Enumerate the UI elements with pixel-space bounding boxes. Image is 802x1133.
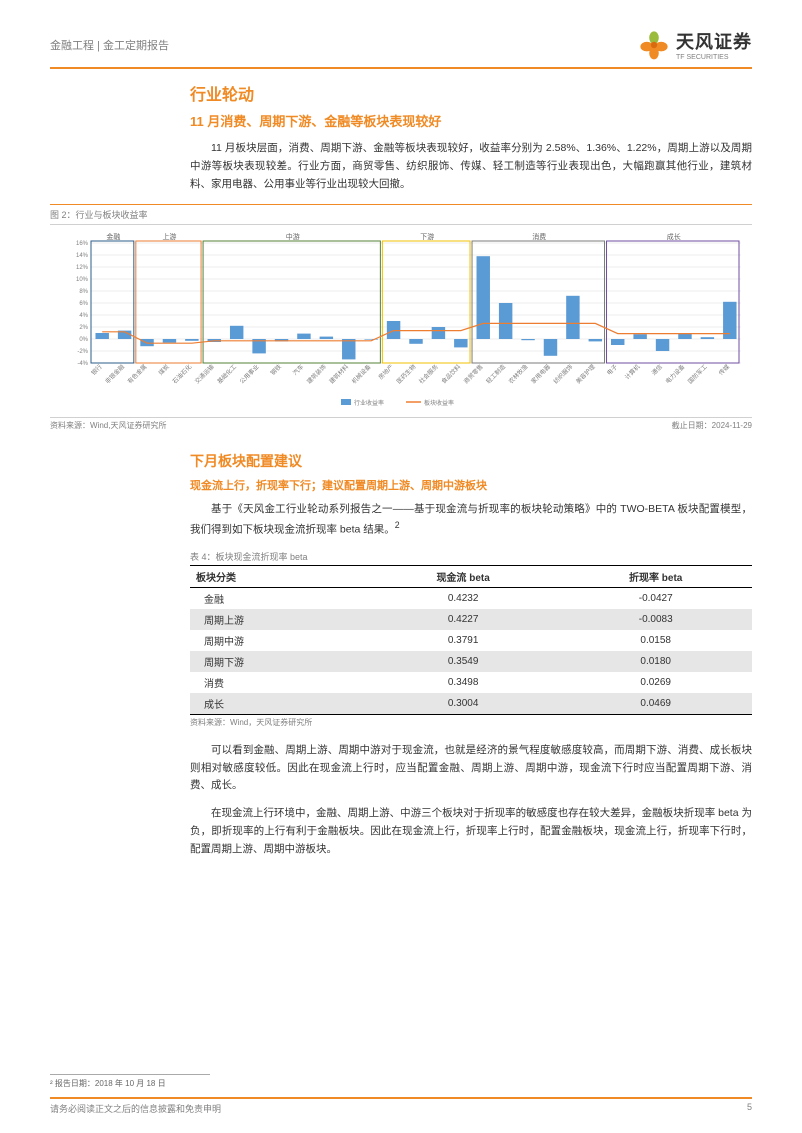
svg-text:机械设备: 机械设备 (350, 362, 373, 385)
table-row: 周期下游0.35490.0180 (190, 651, 752, 672)
svg-text:0%: 0% (79, 337, 88, 343)
footer-pagenum: 5 (747, 1102, 752, 1115)
svg-text:成长: 成长 (667, 232, 681, 241)
table-row: 金融0.4232-0.0427 (190, 587, 752, 609)
svg-text:建筑装饰: 建筑装饰 (305, 362, 328, 385)
svg-text:医药生物: 医药生物 (395, 362, 418, 385)
table4: 板块分类现金流 beta折现率 beta金融0.4232-0.0427周期上游0… (190, 565, 752, 715)
svg-text:银行: 银行 (89, 362, 103, 376)
brand-en: TF SECURITIES (676, 54, 752, 61)
svg-text:板块收益率: 板块收益率 (424, 399, 454, 407)
svg-text:16%: 16% (76, 241, 89, 247)
svg-text:行业收益率: 行业收益率 (354, 399, 384, 407)
svg-text:社会服务: 社会服务 (417, 362, 440, 385)
table-row: 消费0.34980.0269 (190, 672, 752, 693)
table-header: 现金流 beta (367, 565, 560, 587)
table-row: 周期上游0.4227-0.0083 (190, 609, 752, 630)
svg-text:钢铁: 钢铁 (269, 362, 283, 376)
body-section2-2: 可以看到金融、周期上游、周期中游对于现金流，也就是经济的景气程度敏感度较高，而周… (190, 742, 752, 796)
subtitle-november: 11 月消费、周期下游、金融等板块表现较好 (190, 111, 752, 130)
footnote: ² 报告日期：2018 年 10 月 18 日 (50, 1074, 210, 1089)
svg-text:通信: 通信 (650, 362, 664, 376)
page-header: 金融工程 | 金工定期报告 天风证券 TF SECURITIES (50, 28, 752, 69)
section-title-rotation: 行业轮动 (190, 81, 752, 105)
svg-text:建筑材料: 建筑材料 (328, 362, 351, 385)
table-row: 成长0.30040.0469 (190, 693, 752, 715)
footer-disclaimer: 请务必阅读正文之后的信息披露和免责申明 (50, 1102, 221, 1115)
svg-text:美容护理: 美容护理 (574, 362, 597, 385)
svg-text:轻工制造: 轻工制造 (484, 362, 507, 385)
table-header: 板块分类 (190, 565, 367, 587)
figure2-label: 图 2：行业与板块收益率 (50, 204, 752, 225)
svg-text:-2%: -2% (77, 349, 88, 355)
svg-text:商贸零售: 商贸零售 (462, 362, 485, 385)
svg-text:10%: 10% (76, 277, 89, 283)
svg-text:下游: 下游 (420, 232, 434, 241)
section-title-config: 下月板块配置建议 (190, 451, 752, 471)
table4-label: 表 4：板块现金流折现率 beta (190, 550, 752, 563)
page-footer: 请务必阅读正文之后的信息披露和免责申明 5 (50, 1097, 752, 1115)
body-section2-3: 在现金流上行环境中，金融、周期上游、中游三个板块对于折现率的敏感度也存在较大差异… (190, 805, 752, 859)
brand-cn: 天风证券 (676, 32, 752, 52)
svg-text:石油石化: 石油石化 (171, 362, 194, 385)
svg-text:电子: 电子 (605, 362, 619, 376)
svg-text:食品饮料: 食品饮料 (440, 362, 463, 385)
svg-text:4%: 4% (79, 313, 88, 319)
svg-text:金融: 金融 (106, 232, 120, 241)
svg-text:消费: 消费 (532, 232, 546, 241)
header-breadcrumb: 金融工程 | 金工定期报告 (50, 37, 169, 53)
svg-text:家用电器: 家用电器 (529, 362, 552, 385)
svg-text:煤炭: 煤炭 (157, 362, 171, 376)
svg-text:电力设备: 电力设备 (664, 362, 687, 385)
svg-text:-4%: -4% (77, 361, 88, 367)
svg-text:8%: 8% (79, 289, 88, 295)
svg-text:计算机: 计算机 (623, 362, 641, 380)
table-row: 周期中游0.37910.0158 (190, 630, 752, 651)
svg-text:交通运输: 交通运输 (193, 362, 216, 385)
svg-text:12%: 12% (76, 265, 89, 271)
svg-text:上游: 上游 (162, 232, 176, 241)
svg-text:农林牧渔: 农林牧渔 (507, 362, 530, 385)
table4-source: 资料来源：Wind，天风证券研究所 (190, 717, 752, 728)
svg-text:国防军工: 国防军工 (686, 362, 709, 385)
subtitle-cashflow: 现金流上行，折现率下行；建议配置周期上游、周期中游板块 (190, 477, 752, 493)
body-section1: 11 月板块层面，消费、周期下游、金融等板块表现较好，收益率分别为 2.58%、… (190, 140, 752, 194)
svg-text:非银金融: 非银金融 (103, 362, 126, 385)
svg-text:公用事业: 公用事业 (238, 362, 261, 385)
svg-text:房地产: 房地产 (377, 362, 395, 380)
svg-text:传媒: 传媒 (717, 362, 731, 376)
logo-flower-icon (638, 29, 670, 61)
figure2-source: 资料来源：Wind,天风证券研究所 截止日期：2024-11-29 (50, 417, 752, 431)
svg-text:汽车: 汽车 (291, 362, 305, 376)
svg-text:基础化工: 基础化工 (215, 362, 238, 385)
table-header: 折现率 beta (559, 565, 752, 587)
brand-block: 天风证券 TF SECURITIES (638, 28, 752, 61)
body-section2-1: 基于《天风金工行业轮动系列报告之一——基于现金流与折现率的板块轮动策略》中的 T… (190, 501, 752, 540)
figure2-source-right: 截止日期：2024-11-29 (672, 420, 752, 431)
svg-text:2%: 2% (79, 325, 88, 331)
svg-text:14%: 14% (76, 253, 89, 259)
svg-text:中游: 中游 (286, 232, 300, 241)
svg-text:有色金属: 有色金属 (126, 362, 149, 385)
figure2-source-left: 资料来源：Wind,天风证券研究所 (50, 420, 166, 431)
svg-text:6%: 6% (79, 301, 88, 307)
figure2-chart: -4% -2% 0% 2% 4% 6% 8% 10% 12% 14% 16% 金融 上游 中游 下游 消费 成长… (50, 231, 752, 411)
svg-text:纺织服饰: 纺织服饰 (552, 362, 575, 385)
